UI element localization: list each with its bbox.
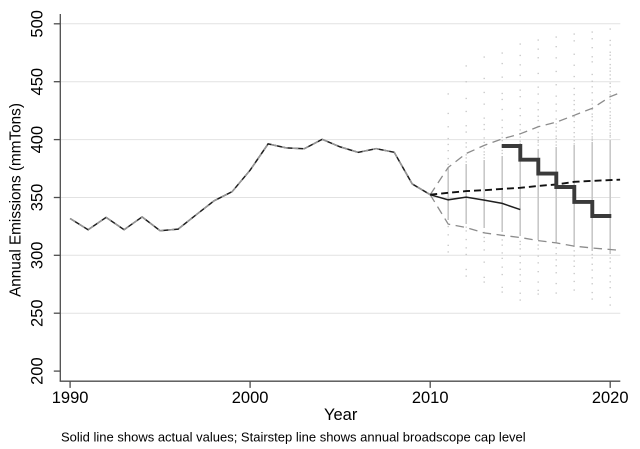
svg-text:1990: 1990 <box>52 389 89 407</box>
svg-text:Annual Emissions (mmTons): Annual Emissions (mmTons) <box>8 103 25 297</box>
svg-text:200: 200 <box>29 357 47 385</box>
svg-text:500: 500 <box>29 10 47 38</box>
svg-text:400: 400 <box>29 126 47 154</box>
svg-text:350: 350 <box>29 184 47 212</box>
svg-text:2000: 2000 <box>232 389 269 407</box>
svg-text:250: 250 <box>29 299 47 327</box>
svg-text:Year: Year <box>324 406 358 424</box>
svg-text:Solid line shows actual values: Solid line shows actual values; Stairste… <box>61 430 526 445</box>
svg-text:2020: 2020 <box>592 389 629 407</box>
svg-text:300: 300 <box>29 242 47 270</box>
svg-text:450: 450 <box>29 68 47 96</box>
svg-text:2010: 2010 <box>412 389 449 407</box>
